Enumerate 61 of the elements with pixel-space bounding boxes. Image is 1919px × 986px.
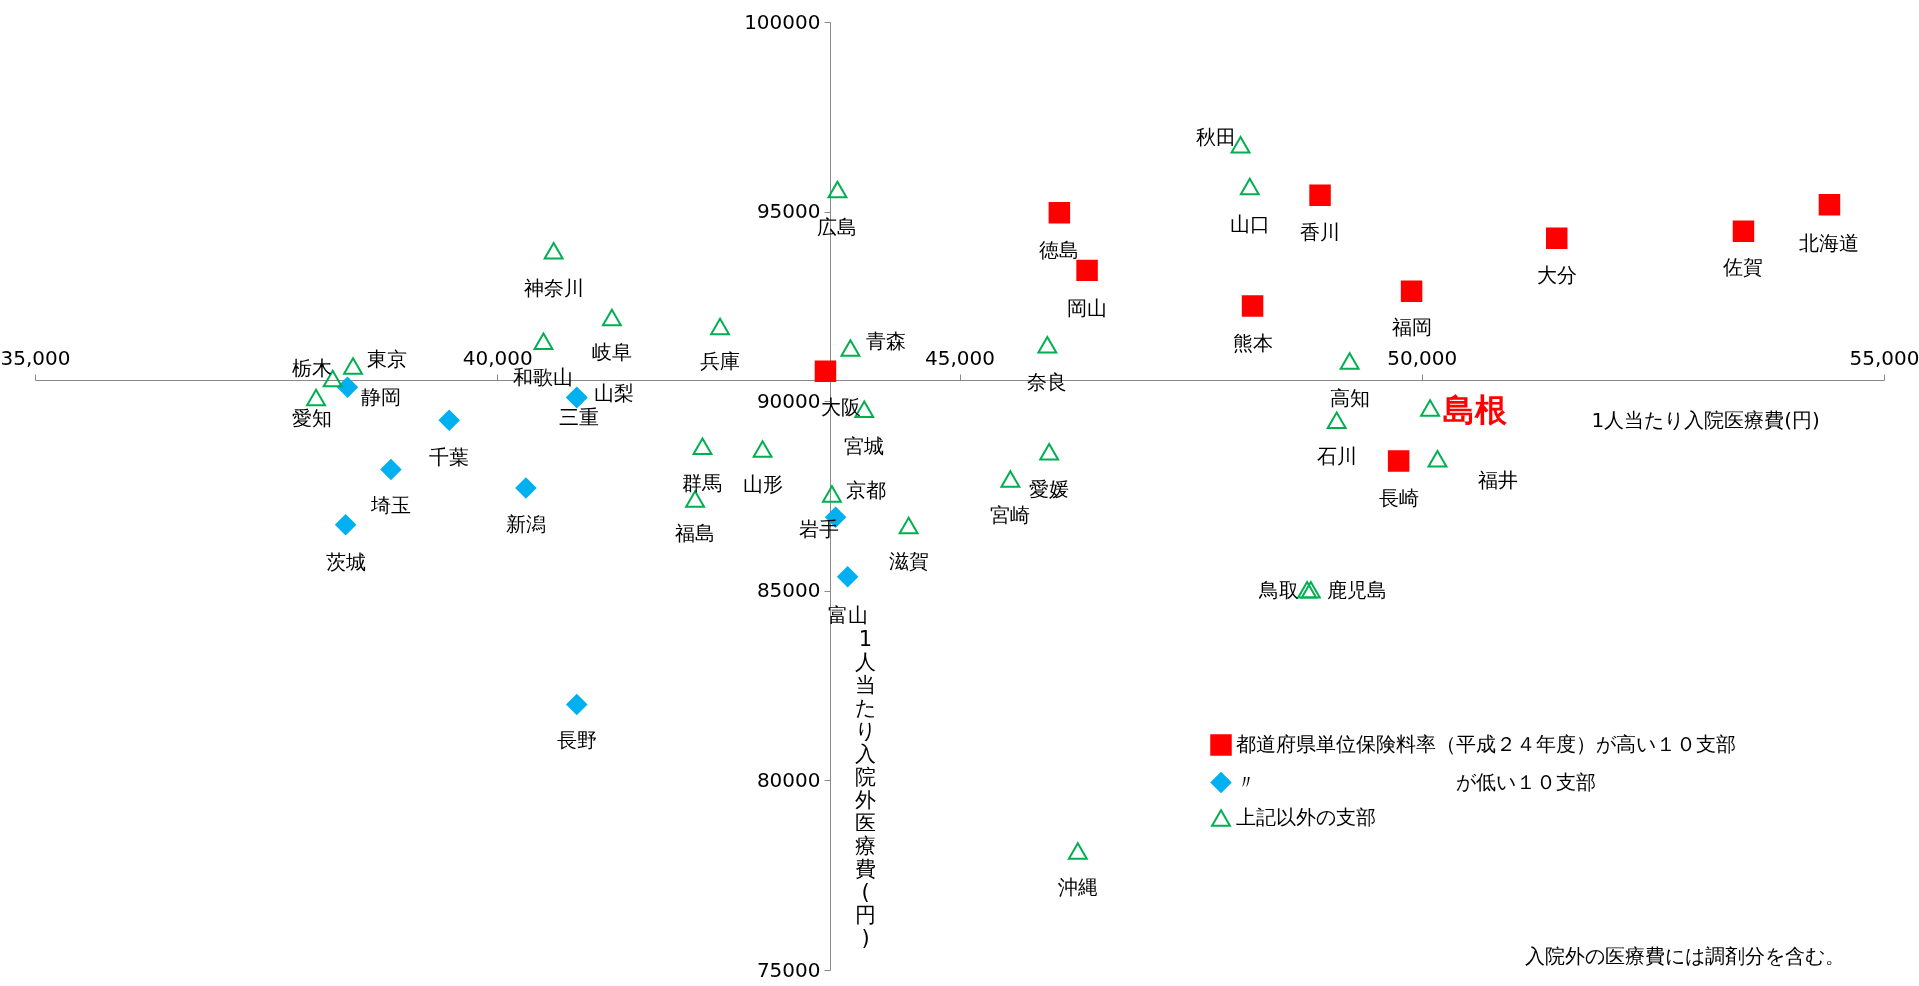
y-tick-label: 95000 <box>756 199 821 224</box>
legend-label: 〃 が低い１０支部 <box>1236 769 1596 794</box>
annotation: 愛媛 <box>1029 476 1070 501</box>
annotation: 佐賀 <box>1723 255 1764 280</box>
annotation: 静岡 <box>361 385 402 410</box>
annotation: 鳥取 <box>1258 577 1300 602</box>
x-tick-label: 35,000 <box>0 345 71 370</box>
annotation: 埼玉 <box>369 493 411 518</box>
annotation: 青森 <box>866 329 907 354</box>
annotation: 福井 <box>1478 467 1519 492</box>
annotation: 徳島 <box>1039 237 1080 262</box>
y-tick-label: 85000 <box>756 578 821 603</box>
annotation: 長野 <box>556 727 597 752</box>
annotation: 福岡 <box>1391 315 1432 340</box>
y-tick-label: 75000 <box>756 957 821 982</box>
annotation: 沖縄 <box>1057 874 1098 899</box>
annotation: 兵庫 <box>700 349 741 374</box>
annotation: 京都 <box>845 478 886 503</box>
annotation: 熊本 <box>1232 331 1273 356</box>
annotation: 秋田 <box>1195 124 1236 149</box>
annotation: 鹿児島 <box>1326 577 1387 602</box>
annotation: 愛知 <box>292 406 333 431</box>
annotation: 大分 <box>1536 263 1577 288</box>
annotation: 北海道 <box>1799 230 1860 255</box>
y-tick-label: 100000 <box>744 9 821 34</box>
annotation: 滋賀 <box>888 548 929 573</box>
annotation: 石川 <box>1316 444 1357 469</box>
annotation: 山梨 <box>593 381 634 406</box>
annotation: 栃木 <box>291 356 332 381</box>
annotation: 入院外の医療費には調剤分を含む。 <box>1525 944 1845 968</box>
annotation: 三重 <box>558 405 599 430</box>
annotation: 東京 <box>367 346 408 371</box>
y-tick-label: 80000 <box>756 767 821 792</box>
annotation: 神奈川 <box>523 275 584 300</box>
annotation: 新潟 <box>505 512 546 537</box>
x-tick-label: 50,000 <box>1387 345 1458 370</box>
legend-label: 都道府県単位保険料率（平成２４年度）が高い１０支部 <box>1236 732 1736 756</box>
annotation: 香川 <box>1300 220 1341 245</box>
annotation: 島根 <box>1443 391 1509 430</box>
annotation: 山口 <box>1229 211 1270 236</box>
annotation: 富山 <box>827 602 868 627</box>
y-tick-label: 90000 <box>756 388 821 413</box>
annotation: 大阪 <box>821 395 862 420</box>
annotation: 山形 <box>742 471 783 496</box>
annotation: 千葉 <box>429 445 470 470</box>
x-tick-label: 55,000 <box>1849 345 1919 370</box>
annotation: 奈良 <box>1027 369 1068 394</box>
annotation: 長崎 <box>1378 486 1419 511</box>
annotation: 茨城 <box>325 549 366 574</box>
text: 1人当たり入院外医療費(円) <box>854 626 877 950</box>
annotation: 岡山 <box>1067 296 1108 321</box>
annotation: 高知 <box>1329 386 1370 410</box>
annotation: 宮城 <box>844 434 885 459</box>
x-tick-label: 45,000 <box>925 345 995 370</box>
annotation: 岐阜 <box>591 340 632 365</box>
annotation: 福島 <box>675 521 716 546</box>
x-axis-title: 1人当たり入院医療費(円) <box>1591 407 1820 432</box>
legend-label: 上記以外の支部 <box>1236 805 1376 829</box>
annotation: 岩手 <box>798 517 839 542</box>
annotation: 群馬 <box>682 471 723 496</box>
annotation: 宮崎 <box>990 502 1031 527</box>
